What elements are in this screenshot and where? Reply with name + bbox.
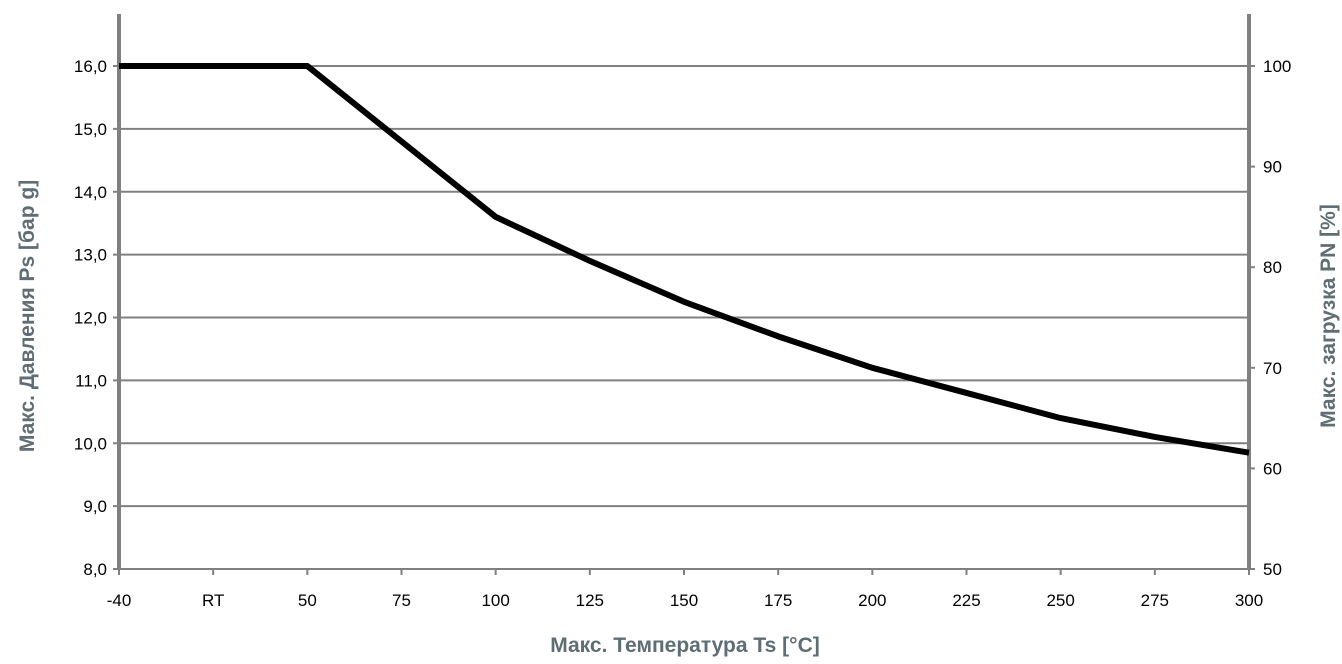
x-tick-label: 225 (952, 591, 980, 610)
x-tick-label: 275 (1141, 591, 1169, 610)
y-tick-label: 9,0 (83, 497, 107, 516)
x-tick-label: 100 (481, 591, 509, 610)
y2-tick-label: 90 (1263, 158, 1282, 177)
y2-axis-title: Макс. загрузка PN [%] (1317, 204, 1340, 428)
y2-tick-label: 60 (1263, 459, 1282, 478)
x-tick-label: RT (202, 591, 224, 610)
gridlines (119, 65, 1249, 508)
x-tick-label: 250 (1046, 591, 1074, 610)
x-tick-label: 175 (764, 591, 792, 610)
x-tick-label: 150 (670, 591, 698, 610)
y2-axis-ticks: 50 60 70 80 90 100 (1249, 57, 1291, 579)
y-tick-label: 16,0 (74, 57, 107, 76)
y2-tick-label: 80 (1263, 258, 1282, 277)
y-tick-label: 11,0 (75, 371, 107, 390)
y2-tick-label: 50 (1263, 560, 1282, 579)
y-tick-label: 14,0 (74, 183, 107, 202)
x-tick-label: 75 (392, 591, 411, 610)
y-tick-label: 12,0 (74, 309, 107, 328)
y-tick-label: 15,0 (74, 120, 107, 139)
y-tick-label: 13,0 (74, 246, 107, 265)
x-tick-label: 300 (1235, 591, 1263, 610)
y2-tick-label: 100 (1263, 57, 1291, 76)
y-axis-title: Макс. Давления Ps [бар g] (16, 180, 39, 452)
x-axis-ticks: -40 RT 50 75 100 125 150 175 200 225 250 275 300 (107, 569, 1263, 610)
axes (117, 14, 1251, 570)
series-line (119, 63, 1250, 456)
x-axis-title: Макс. Температура Ts [°C] (550, 634, 819, 657)
y-axis-ticks: 8,0 9,0 10,0 11,0 12,0 13,0 14,0 15,0 16,0 (74, 57, 119, 579)
y-tick-label: 10,0 (74, 434, 107, 453)
x-tick-label: -40 (107, 591, 132, 610)
x-tick-label: 125 (576, 591, 604, 610)
series-group (119, 63, 1250, 456)
y-tick-label: 8,0 (83, 560, 107, 579)
x-tick-label: 200 (858, 591, 886, 610)
x-tick-label: 50 (298, 591, 317, 610)
y2-tick-label: 70 (1263, 359, 1282, 378)
